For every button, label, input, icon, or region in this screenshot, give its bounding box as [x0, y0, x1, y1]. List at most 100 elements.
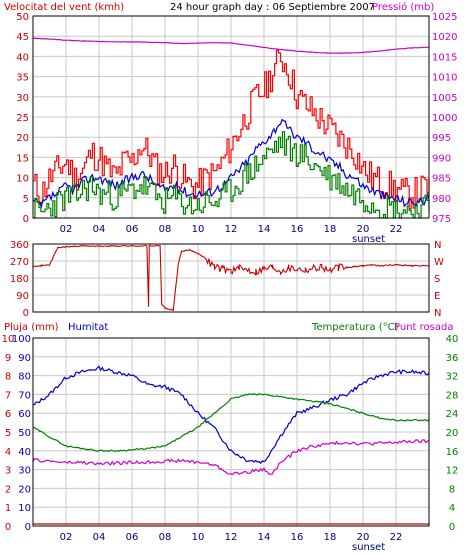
y-tick-label: 980: [432, 194, 451, 205]
y-tick-label: 70: [18, 390, 31, 401]
y-tick-label: 1015: [432, 52, 457, 63]
y-tick-label: 180: [10, 274, 29, 285]
y-tick-label: 15: [16, 153, 29, 164]
y-tick-label: N: [434, 240, 441, 251]
y-tick-label: 28: [446, 390, 459, 401]
x-tick-label: 06: [126, 224, 139, 235]
y-tick-label: 990: [432, 153, 451, 164]
x-tick-label: 08: [159, 532, 172, 543]
wind-axis-title: Velocitat del vent (kmh): [4, 2, 124, 13]
x-tick-label: 04: [93, 532, 106, 543]
pressure-axis-title: Pressió (mb): [372, 1, 434, 13]
x-tick-label: 04: [93, 224, 106, 235]
y-tick-label: 0: [23, 214, 29, 225]
y-tick-label: 10: [2, 334, 15, 345]
y-tick-label: 30: [16, 93, 29, 104]
y-tick-label: 90: [16, 291, 29, 302]
x-tick-label: 12: [225, 532, 238, 543]
y-tick-label: 20: [18, 484, 31, 495]
rain-y-ticks: 0 1 2 3 4 5 6 7 8 9 10: [2, 334, 15, 533]
y-tick-label: 0: [25, 522, 31, 533]
x-tick-label: 20: [357, 224, 370, 235]
y-tick-label: 1000: [432, 113, 457, 124]
x-tick-label: 06: [126, 532, 139, 543]
y-tick-label: 80: [18, 372, 31, 383]
y-tick-label: 5: [23, 194, 29, 205]
y-tick-label: 24: [446, 409, 459, 420]
temperature-y-ticks: 0 4 8 12 16 20 24 28 32 36 40: [446, 334, 459, 533]
y-tick-label: S: [434, 274, 440, 285]
direction-series: [33, 244, 430, 312]
y-tick-label: 25: [16, 113, 29, 124]
y-tick-label: 60: [18, 409, 31, 420]
rain-axis-title: Pluja (mm): [4, 322, 59, 333]
wind-y-ticks: 0 5 10 15 20 25 30 35 40 45 50: [16, 12, 29, 225]
y-tick-label: 40: [446, 334, 459, 345]
wind-frame: [32, 15, 430, 219]
y-tick-label: N: [434, 308, 441, 319]
chart-title: 24 hour graph day : 06 Septiembre 2007: [170, 2, 375, 13]
dewpoint-axis-title: Punt rosada: [394, 322, 453, 333]
y-tick-label: 6: [5, 409, 11, 420]
y-tick-label: 1025: [432, 12, 457, 23]
y-tick-label: 45: [16, 32, 29, 43]
x-tick-label: 20: [357, 532, 370, 543]
y-tick-label: 0: [449, 522, 455, 533]
sunset-label-bottom: sunset: [352, 542, 385, 553]
y-tick-label: 5: [5, 428, 11, 439]
y-tick-label: 1020: [432, 32, 457, 43]
x-tick-label: 02: [60, 532, 73, 543]
y-tick-label: 40: [18, 447, 31, 458]
x-tick-label: 14: [258, 532, 271, 543]
pressure-line: [32, 37, 430, 54]
y-tick-label: 50: [18, 428, 31, 439]
y-tick-label: 4: [449, 503, 455, 514]
x-tick-label: 02: [60, 224, 73, 235]
y-tick-label: 270: [10, 257, 29, 268]
y-tick-label: 1010: [432, 73, 457, 84]
humidity-frame: [32, 337, 430, 527]
y-tick-label: 36: [446, 353, 459, 364]
wind-speed-line: [33, 131, 430, 219]
y-tick-label: 3: [5, 466, 11, 477]
x-tick-label: 10: [192, 224, 205, 235]
wind-pressure-series: [32, 37, 430, 219]
humidity-line: [32, 365, 430, 465]
wind-gust-line: [33, 49, 430, 210]
temperature-axis-title: Temperatura (°C): [311, 322, 399, 333]
y-tick-label: 100: [12, 334, 31, 345]
y-tick-label: 0: [5, 522, 11, 533]
wind-direction-line: [33, 244, 430, 312]
y-tick-label: 8: [449, 484, 455, 495]
x-tick-label: 16: [291, 224, 304, 235]
x-tick-label: 22: [390, 224, 403, 235]
dewpoint-line: [32, 439, 430, 476]
y-tick-label: 975: [432, 214, 451, 225]
direction-frame: [32, 243, 430, 313]
x-tick-label: 18: [324, 224, 337, 235]
x-tick-label: 12: [225, 224, 238, 235]
humidity-y-ticks: 0 10 20 30 40 50 60 70 80 90 100: [12, 334, 31, 533]
y-tick-label: 50: [16, 12, 29, 23]
sunset-label-top: sunset: [352, 234, 385, 245]
y-tick-label: 1: [5, 503, 11, 514]
y-tick-label: 1005: [432, 93, 457, 104]
x-tick-label: 08: [159, 224, 172, 235]
y-tick-label: 8: [5, 372, 11, 383]
y-tick-label: 30: [18, 466, 31, 477]
y-tick-label: 40: [16, 52, 29, 63]
x-tick-label: 22: [390, 532, 403, 543]
y-tick-label: 10: [16, 174, 29, 185]
y-tick-label: 995: [432, 133, 451, 144]
y-tick-label: 20: [16, 133, 29, 144]
y-tick-label: 2: [5, 484, 11, 495]
x-tick-label: 14: [258, 224, 271, 235]
y-tick-label: 0: [23, 308, 29, 319]
y-tick-label: 360: [10, 240, 29, 251]
y-tick-label: 4: [5, 447, 11, 458]
